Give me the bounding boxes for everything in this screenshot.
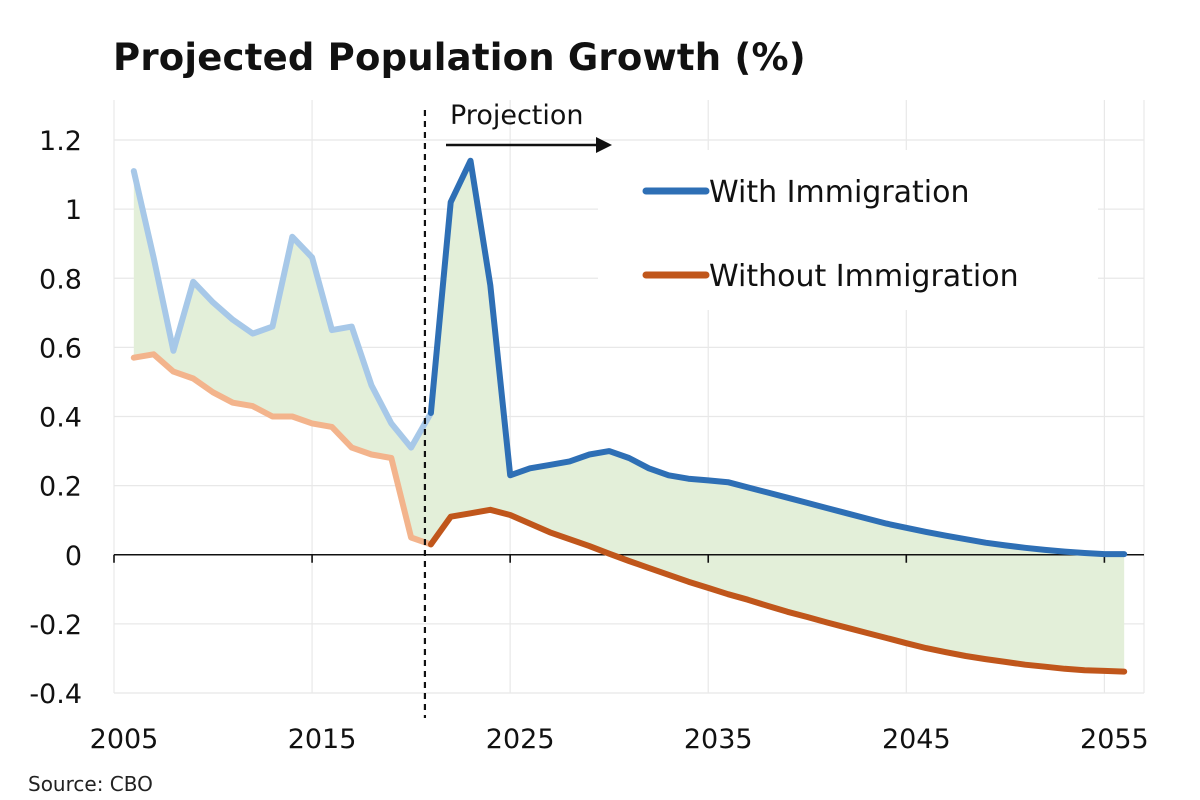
axes: -0.4 -0.2 0 0.2 0.4 0.6 0.8 1 1.2 2005 2015 2025 203… (29, 126, 1148, 755)
y-tick-label: 1.2 (39, 126, 82, 157)
y-tick-label: 0.4 (39, 403, 82, 434)
y-tick-label: -0.4 (29, 679, 82, 710)
y-tick-label: 0.6 (39, 333, 82, 364)
series-lines (130, 157, 1128, 675)
projection-annotation: Projection (423, 100, 612, 718)
projection-label: Projection (450, 100, 584, 131)
y-tick-label: 0 (65, 541, 82, 572)
x-tick-label: 2025 (486, 724, 555, 755)
y-tick-label: 0.2 (39, 472, 82, 503)
legend-label: Without Immigration (709, 259, 1019, 294)
with-immigration-historical-line (130, 168, 434, 451)
x-tick-label: 2015 (288, 724, 357, 755)
fill-between-series (133, 160, 1125, 672)
fill-between-area (133, 160, 1125, 672)
legend: With Immigration Without Immigration (598, 150, 1098, 310)
y-tick-label: 0.8 (39, 264, 82, 295)
without-immigration-projection-line (427, 506, 1128, 675)
legend-label: With Immigration (709, 175, 970, 210)
projection-arrow-head (596, 137, 612, 153)
with-immigration-projection-line (427, 157, 1128, 558)
y-tick-label: 1 (65, 195, 82, 226)
x-tick-label: 2035 (684, 724, 753, 755)
legend-background (598, 150, 1098, 310)
x-tick-label: 2005 (90, 724, 159, 755)
x-tick-label: 2055 (1080, 724, 1149, 755)
without-immigration-historical-line (130, 351, 434, 548)
x-tick-label: 2045 (882, 724, 951, 755)
source-note: Source: CBO (28, 772, 153, 796)
chart-title: Projected Population Growth (%) (113, 36, 806, 79)
y-tick-label: -0.2 (29, 610, 82, 641)
